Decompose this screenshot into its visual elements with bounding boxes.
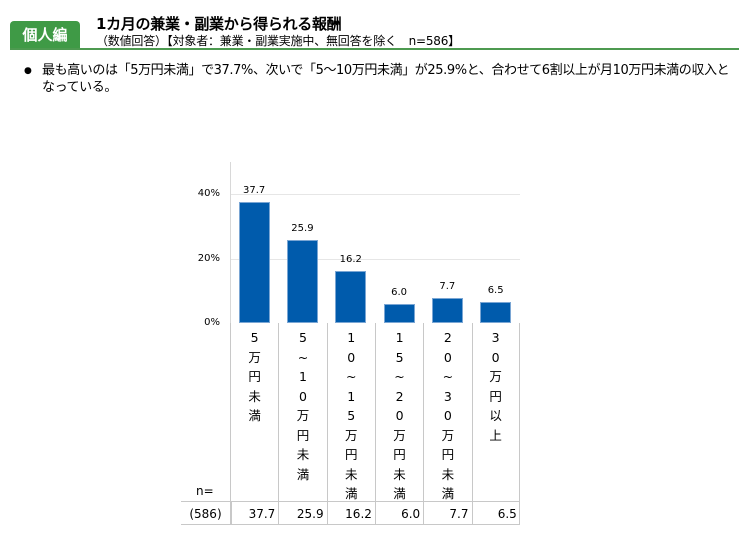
category-column: 5 ~ 1 0 万 円 未 満 bbox=[278, 323, 326, 501]
category-column: 1 5 ~ 2 0 万 円 未 満 bbox=[374, 323, 423, 501]
n-value-cell: 7.7 bbox=[423, 502, 471, 524]
bar-value-label: 37.7 bbox=[243, 184, 266, 196]
y-axis bbox=[230, 162, 231, 324]
category-label: 1 5 ~ 2 0 万 円 未 満 bbox=[393, 330, 406, 501]
bar-value-label: 6.0 bbox=[391, 286, 407, 298]
category-label: 2 0 ~ 3 0 万 円 未 満 bbox=[441, 330, 455, 501]
n-value-cell: 25.9 bbox=[278, 502, 326, 524]
y-tick-40: 40% bbox=[197, 188, 220, 199]
bar-value-label: 16.2 bbox=[339, 253, 362, 265]
category-column: 1 0 ~ 1 5 万 円 未 満 bbox=[326, 323, 375, 501]
category-column: 2 0 ~ 3 0 万 円 未 満 bbox=[423, 323, 471, 501]
page-title: 1カ月の兼業・副業から得られる報酬 bbox=[96, 15, 342, 33]
bar bbox=[335, 270, 367, 323]
n-base-cell: (586) bbox=[189, 507, 222, 521]
n-table-row: (586) 37.7 25.9 16.2 6.0 7.7 6.5 bbox=[181, 501, 520, 525]
bar-value-label: 25.9 bbox=[291, 222, 314, 234]
page-subtitle: （数値回答）【対象者：兼業・副業実施中、無回答を除く n=586】 bbox=[96, 34, 460, 48]
category-label: 1 0 ~ 1 5 万 円 未 満 bbox=[344, 330, 358, 501]
bar bbox=[383, 303, 415, 323]
bar-value-label: 6.5 bbox=[487, 285, 504, 297]
bar bbox=[431, 298, 463, 323]
y-tick-20: 20% bbox=[197, 253, 220, 264]
category-label: 5 万 円 未 満 bbox=[248, 330, 261, 423]
y-tick-0: 0% bbox=[204, 317, 220, 328]
gridline-40 bbox=[231, 194, 520, 195]
n-base-separator bbox=[230, 501, 232, 525]
n-value-cell: 6.5 bbox=[471, 502, 520, 524]
bullet-icon: ● bbox=[24, 66, 32, 76]
n-label: n= bbox=[196, 484, 214, 498]
summary-text: 最も高いのは「5万円未満」で37.7%、次いで「5～10万円未満」が25.9%と… bbox=[42, 63, 730, 95]
header-divider bbox=[10, 48, 739, 50]
bar-value-label: 7.7 bbox=[439, 281, 456, 293]
bar bbox=[480, 302, 512, 323]
n-value-cell: 6.0 bbox=[374, 502, 423, 524]
n-value-cell: 37.7 bbox=[248, 507, 276, 521]
bar bbox=[286, 239, 318, 323]
category-column: 3 0 万 円 以 上 bbox=[471, 323, 520, 501]
gridline-20 bbox=[231, 259, 520, 260]
category-label: 5 ~ 1 0 万 円 未 満 bbox=[296, 330, 310, 482]
section-tab: 個人編 bbox=[10, 21, 80, 48]
n-value-cell: 16.2 bbox=[326, 502, 375, 524]
category-label: 3 0 万 円 以 上 bbox=[489, 330, 502, 443]
category-column: 5 万 円 未 満 bbox=[230, 323, 278, 501]
bar bbox=[238, 201, 270, 323]
